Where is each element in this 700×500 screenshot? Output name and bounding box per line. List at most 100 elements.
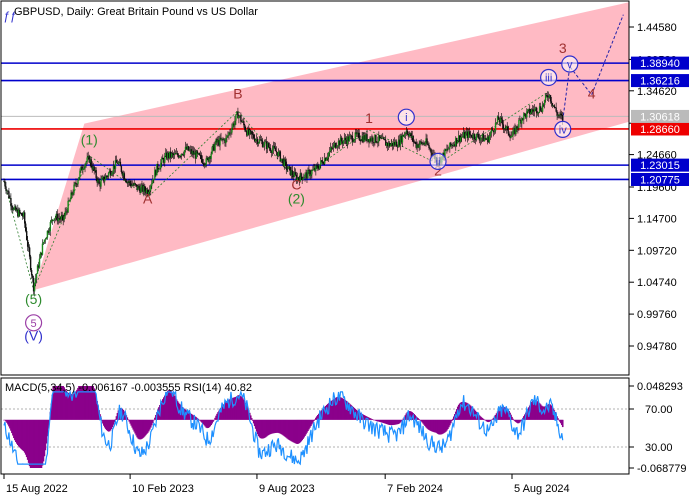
candle xyxy=(317,161,319,171)
candle xyxy=(225,133,227,147)
candle xyxy=(451,144,453,149)
candle xyxy=(415,138,417,150)
candle xyxy=(100,175,102,189)
candle xyxy=(316,163,318,169)
candle xyxy=(243,117,245,128)
candle xyxy=(54,215,56,222)
candle xyxy=(526,108,528,122)
candle xyxy=(196,149,199,158)
indicator-logo-icon: ƒƒ xyxy=(3,9,17,23)
candle xyxy=(279,150,282,162)
candle xyxy=(189,145,192,155)
candle xyxy=(474,136,477,145)
candle xyxy=(257,141,260,147)
candle xyxy=(278,150,281,157)
candle xyxy=(28,244,31,260)
candle xyxy=(256,136,259,147)
candle xyxy=(376,141,378,144)
candle xyxy=(214,140,216,153)
candle xyxy=(330,146,333,153)
svg-text:5: 5 xyxy=(31,318,37,330)
candle xyxy=(17,204,19,218)
candle xyxy=(137,184,139,190)
candle xyxy=(378,131,380,147)
candle xyxy=(231,123,233,135)
candle xyxy=(273,142,276,149)
candle xyxy=(539,102,542,112)
candle xyxy=(543,99,546,109)
candle xyxy=(358,129,360,141)
candle xyxy=(308,165,310,175)
candle xyxy=(289,166,291,177)
candle xyxy=(85,160,87,168)
candle xyxy=(50,216,53,224)
candle xyxy=(299,169,301,182)
candle xyxy=(40,252,43,258)
candle xyxy=(158,167,160,173)
price-tick-label: 1.34620 xyxy=(637,86,677,98)
wave-label: (V) xyxy=(24,328,43,344)
candle xyxy=(365,133,367,142)
candle xyxy=(545,93,548,98)
candle xyxy=(27,241,30,252)
candle xyxy=(81,164,83,171)
candle xyxy=(95,167,97,182)
candle xyxy=(373,142,375,148)
candle xyxy=(421,141,423,146)
candle xyxy=(488,132,491,144)
candle xyxy=(94,166,96,173)
svg-text:i: i xyxy=(405,112,407,124)
circled-wave-label: ii xyxy=(429,152,447,170)
candle xyxy=(382,133,384,139)
candle xyxy=(414,141,416,145)
candle xyxy=(164,152,166,167)
candle xyxy=(113,165,116,174)
candle xyxy=(269,144,272,153)
candle xyxy=(112,160,115,177)
candle xyxy=(229,128,231,136)
candle xyxy=(138,183,140,192)
candle xyxy=(227,131,229,138)
candle xyxy=(68,199,70,202)
candle xyxy=(406,129,408,135)
candle xyxy=(396,144,399,152)
candle xyxy=(223,138,225,141)
candle xyxy=(89,156,91,168)
candle xyxy=(23,210,25,219)
candle xyxy=(146,187,148,197)
level-tag: 1.36216 xyxy=(631,74,689,88)
candle xyxy=(264,139,267,143)
candle xyxy=(131,180,133,187)
candle xyxy=(301,176,303,185)
candle xyxy=(176,150,179,158)
candle xyxy=(119,158,122,167)
candle xyxy=(3,178,5,183)
candle xyxy=(168,151,170,163)
candle xyxy=(205,155,207,168)
candle xyxy=(71,191,73,199)
candle xyxy=(129,179,131,188)
candle xyxy=(211,146,213,155)
candle xyxy=(453,141,455,147)
candle xyxy=(341,137,344,149)
candle xyxy=(186,143,189,151)
candle xyxy=(556,110,558,120)
candle xyxy=(115,155,118,163)
candle xyxy=(312,165,314,172)
candle xyxy=(139,184,141,196)
svg-text:1.30618: 1.30618 xyxy=(640,111,680,123)
candle xyxy=(252,130,254,140)
candle xyxy=(387,142,389,152)
candle xyxy=(389,142,392,147)
candle xyxy=(521,116,523,129)
candle xyxy=(283,157,285,170)
candle xyxy=(18,207,20,218)
candle xyxy=(511,131,513,137)
candle xyxy=(420,139,422,145)
candle xyxy=(298,175,300,186)
candle xyxy=(296,172,299,184)
candle xyxy=(397,135,400,148)
circled-wave-label: i xyxy=(397,108,415,126)
candle xyxy=(533,105,535,117)
candle xyxy=(169,151,171,160)
